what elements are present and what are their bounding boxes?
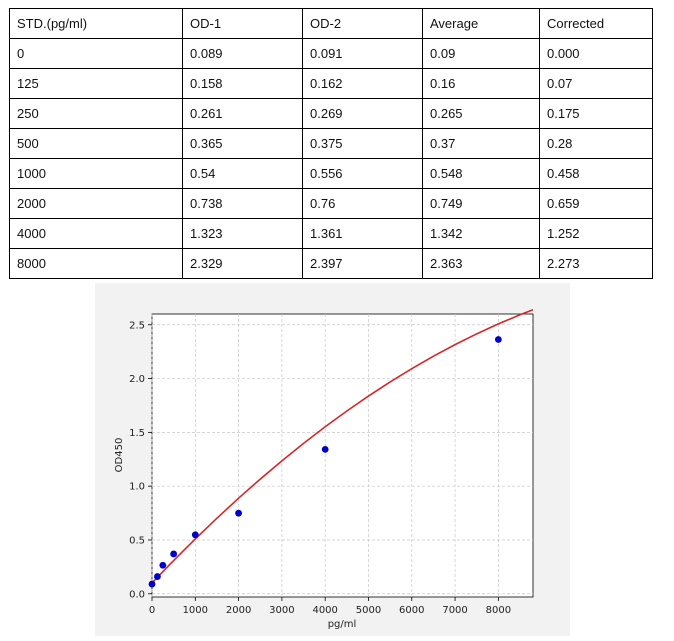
x-tick-label: 0 bbox=[149, 605, 155, 616]
cell-average: 2.363 bbox=[422, 248, 540, 279]
cell-od1: 1.323 bbox=[182, 218, 303, 249]
data-point bbox=[159, 561, 167, 569]
cell-corrected: 0.28 bbox=[539, 128, 653, 159]
cell-average: 0.09 bbox=[422, 38, 540, 69]
axis-ticks: 0 1000 2000 3000 4000 5000 6000 7000 8000 0.0 0.5 1… bbox=[129, 320, 511, 616]
cell-corrected: 0.07 bbox=[539, 68, 653, 99]
data-point bbox=[235, 509, 242, 517]
data-point bbox=[148, 580, 156, 588]
cell-average: 0.548 bbox=[422, 158, 540, 189]
cell-std: 500 bbox=[9, 128, 183, 159]
cell-corrected: 1.252 bbox=[539, 218, 653, 249]
cell-std: 2000 bbox=[9, 188, 183, 219]
standard-curve-chart: 0 1000 2000 3000 4000 5000 6000 7000 8000 0.0 0.5 1… bbox=[95, 283, 570, 636]
x-tick-label: 4000 bbox=[312, 605, 337, 616]
cell-od2: 0.375 bbox=[302, 128, 423, 159]
cell-od2: 0.556 bbox=[302, 158, 423, 189]
cell-average: 1.342 bbox=[422, 218, 540, 249]
grid bbox=[151, 314, 533, 597]
plot-area bbox=[151, 313, 534, 598]
header-corrected: Corrected bbox=[539, 8, 653, 39]
cell-corrected: 0.000 bbox=[539, 38, 653, 69]
y-tick-label: 2.0 bbox=[129, 374, 145, 385]
cell-std: 4000 bbox=[9, 218, 183, 249]
data-points bbox=[148, 336, 502, 588]
x-tick-label: 1000 bbox=[183, 605, 208, 616]
cell-od1: 0.158 bbox=[182, 68, 303, 99]
y-tick-label: 1.0 bbox=[129, 482, 145, 493]
cell-std: 125 bbox=[9, 68, 183, 99]
x-tick-label: 7000 bbox=[442, 605, 467, 616]
header-od1: OD-1 bbox=[182, 8, 303, 39]
y-tick-label: 2.5 bbox=[129, 320, 145, 331]
table-row: 1000 0.54 0.556 0.548 0.458 bbox=[9, 158, 653, 189]
fit-curve bbox=[151, 308, 534, 584]
data-point bbox=[321, 445, 329, 453]
cell-od2: 0.269 bbox=[302, 98, 423, 129]
cell-average: 0.265 bbox=[422, 98, 540, 129]
cell-average: 0.749 bbox=[422, 188, 540, 219]
x-tick-label: 2000 bbox=[226, 605, 251, 616]
cell-average: 0.37 bbox=[422, 128, 540, 159]
cell-std: 8000 bbox=[9, 248, 183, 279]
standards-table: STD.(pg/ml) OD-1 OD-2 Average Corrected … bbox=[9, 8, 653, 279]
cell-od1: 0.54 bbox=[182, 158, 303, 189]
cell-od1: 0.261 bbox=[182, 98, 303, 129]
data-point bbox=[170, 550, 178, 558]
chart-svg: 0 1000 2000 3000 4000 5000 6000 7000 8000 0.0 0.5 1… bbox=[114, 308, 534, 630]
cell-corrected: 2.273 bbox=[539, 248, 653, 279]
y-tick-label: 1.5 bbox=[129, 428, 145, 439]
cell-corrected: 0.659 bbox=[539, 188, 653, 219]
cell-od2: 0.162 bbox=[302, 68, 423, 99]
x-axis-label: pg/ml bbox=[328, 619, 357, 630]
cell-corrected: 0.175 bbox=[539, 98, 653, 129]
cell-od1: 2.329 bbox=[182, 248, 303, 279]
cell-od1: 0.089 bbox=[182, 38, 303, 69]
header-average: Average bbox=[422, 8, 540, 39]
table-header-row: STD.(pg/ml) OD-1 OD-2 Average Corrected bbox=[9, 8, 653, 39]
x-tick-label: 3000 bbox=[269, 605, 294, 616]
table-row: 125 0.158 0.162 0.16 0.07 bbox=[9, 68, 653, 99]
table-row: 0 0.089 0.091 0.09 0.000 bbox=[9, 38, 653, 69]
cell-corrected: 0.458 bbox=[539, 158, 653, 189]
cell-od1: 0.738 bbox=[182, 188, 303, 219]
cell-std: 1000 bbox=[9, 158, 183, 189]
table-row: 4000 1.323 1.361 1.342 1.252 bbox=[9, 218, 653, 249]
table-row: 2000 0.738 0.76 0.749 0.659 bbox=[9, 188, 653, 219]
cell-std: 250 bbox=[9, 98, 183, 129]
y-tick-label: 0.5 bbox=[129, 535, 145, 546]
cell-od2: 0.76 bbox=[302, 188, 423, 219]
table-row: 500 0.365 0.375 0.37 0.28 bbox=[9, 128, 653, 159]
cell-std: 0 bbox=[9, 38, 183, 69]
header-od2: OD-2 bbox=[302, 8, 423, 39]
cell-od2: 1.361 bbox=[302, 218, 423, 249]
table-row: 8000 2.329 2.397 2.363 2.273 bbox=[9, 248, 653, 279]
header-std: STD.(pg/ml) bbox=[9, 8, 183, 39]
cell-od2: 0.091 bbox=[302, 38, 423, 69]
x-tick-label: 6000 bbox=[399, 605, 424, 616]
y-axis-label: OD450 bbox=[114, 438, 125, 473]
cell-od2: 2.397 bbox=[302, 248, 423, 279]
data-point bbox=[191, 531, 199, 539]
data-point bbox=[494, 336, 502, 343]
x-tick-label: 5000 bbox=[356, 605, 381, 616]
y-tick-label: 0.0 bbox=[129, 589, 145, 600]
x-tick-label: 8000 bbox=[486, 605, 511, 616]
cell-od1: 0.365 bbox=[182, 128, 303, 159]
table-row: 250 0.261 0.269 0.265 0.175 bbox=[9, 98, 653, 129]
cell-average: 0.16 bbox=[422, 68, 540, 99]
data-point bbox=[154, 573, 161, 580]
